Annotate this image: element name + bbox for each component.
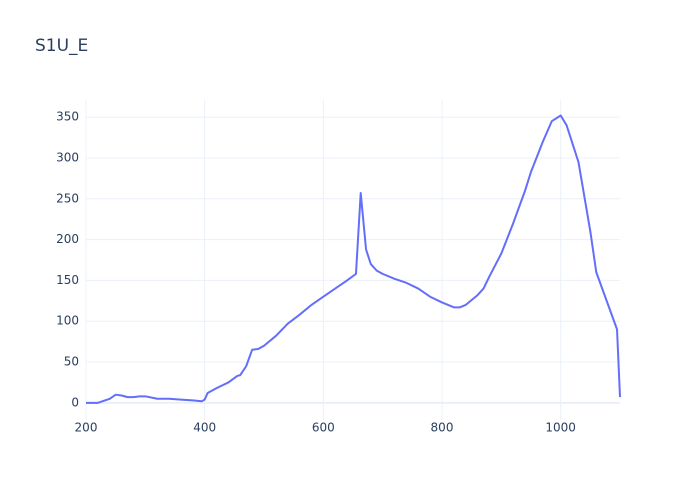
line-series: [86, 114, 621, 404]
y-tick-label: 100: [56, 314, 79, 328]
y-tick-label: 300: [56, 150, 79, 164]
chart-title: S1U_E: [35, 36, 88, 56]
x-tick-label: 600: [312, 421, 335, 435]
x-tick-label: 800: [431, 421, 454, 435]
y-tick-label: 350: [56, 110, 79, 124]
y-tick-label: 0: [71, 395, 79, 409]
y-tick-label: 200: [56, 232, 79, 246]
y-tick-label: 250: [56, 191, 79, 205]
x-tick-label: 200: [75, 421, 98, 435]
x-tick-label: 1000: [545, 421, 576, 435]
y-tick-label: 50: [64, 355, 79, 369]
x-tick-label: 400: [193, 421, 216, 435]
y-tick-label: 150: [56, 273, 79, 287]
